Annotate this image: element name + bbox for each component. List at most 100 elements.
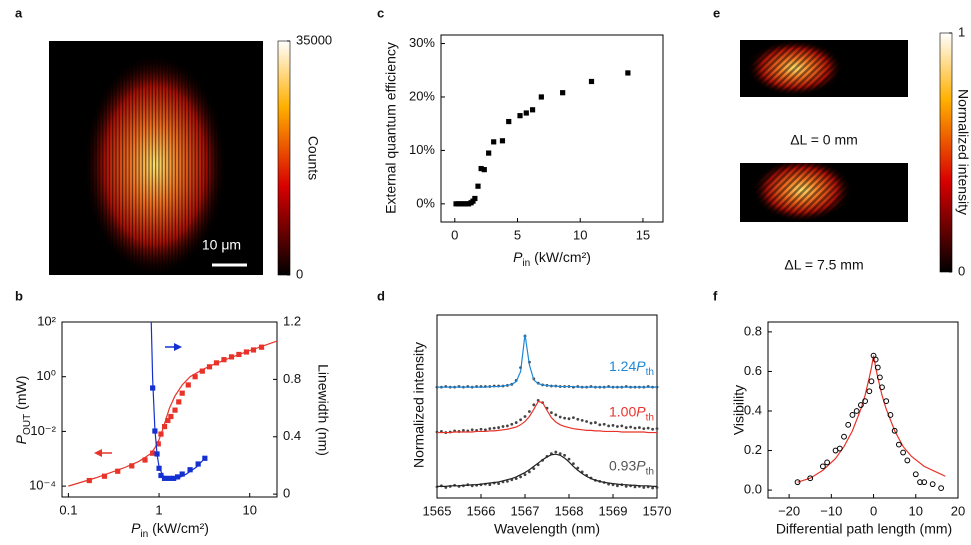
label-part: P bbox=[513, 249, 523, 265]
axis-label: Pin (kW/cm²) bbox=[513, 249, 591, 269]
image-fringe bbox=[740, 40, 770, 70]
plot-frame bbox=[61, 321, 278, 498]
data-point bbox=[538, 94, 544, 100]
panel-letter: d bbox=[377, 288, 385, 303]
image-fringe bbox=[869, 59, 908, 97]
image-fringe bbox=[848, 40, 908, 97]
data-point bbox=[168, 413, 174, 420]
direction-arrow-blue bbox=[165, 343, 182, 351]
data-point bbox=[523, 415, 527, 418]
fit-line bbox=[797, 355, 946, 483]
image-fringe bbox=[740, 40, 756, 56]
label-part: th bbox=[646, 367, 654, 378]
label-part: P bbox=[131, 520, 141, 536]
fit-line bbox=[437, 334, 657, 388]
data-point bbox=[891, 427, 898, 434]
series-label: 1.00Pth bbox=[609, 403, 654, 423]
plot-frame bbox=[767, 321, 959, 499]
data-point bbox=[642, 486, 646, 489]
data-point bbox=[172, 407, 178, 413]
image-caption: ΔL = 0 mm bbox=[790, 132, 858, 148]
data-point bbox=[580, 418, 584, 422]
image-fringe bbox=[771, 40, 833, 97]
image-fringe bbox=[890, 79, 908, 97]
image-fringe bbox=[757, 163, 819, 222]
data-point bbox=[506, 424, 509, 428]
data-point bbox=[879, 384, 885, 391]
data-point bbox=[514, 477, 518, 480]
x-tick-label: 5 bbox=[514, 227, 521, 242]
data-point bbox=[629, 425, 632, 429]
data-point bbox=[611, 423, 615, 427]
colorbar-tick-label: 0 bbox=[958, 263, 965, 278]
plot-frame bbox=[436, 314, 658, 499]
data-point bbox=[598, 423, 602, 427]
data-point bbox=[642, 427, 646, 431]
series-label: 1.24Pth bbox=[609, 358, 654, 378]
x-tick-label: 10 bbox=[909, 503, 923, 518]
data-point bbox=[868, 378, 875, 385]
label-part: P bbox=[636, 403, 646, 419]
panel-letter: e bbox=[713, 5, 720, 20]
data-point bbox=[651, 486, 654, 490]
label-part: P bbox=[636, 358, 646, 374]
data-point bbox=[904, 457, 911, 464]
y2-tick-label: 0.8 bbox=[283, 371, 301, 386]
y-tick-label: 0.6 bbox=[744, 363, 762, 378]
image-fringe bbox=[740, 163, 777, 201]
axis-label: Differential path length (mm) bbox=[776, 521, 952, 537]
data-point bbox=[560, 90, 566, 96]
image-fringe bbox=[883, 196, 908, 222]
data-point bbox=[857, 402, 864, 408]
data-point bbox=[86, 477, 92, 484]
data-point bbox=[836, 445, 843, 452]
label-part: th bbox=[646, 413, 654, 424]
data-point bbox=[158, 472, 164, 479]
image-fringe bbox=[848, 163, 908, 222]
data-point bbox=[174, 474, 181, 480]
label-part: in bbox=[140, 529, 148, 540]
image-blob bbox=[752, 163, 852, 222]
y-tick-label: 0% bbox=[416, 195, 435, 210]
image-fringe bbox=[757, 40, 819, 97]
image-fringe bbox=[834, 163, 896, 222]
label-part: (kW/cm²) bbox=[530, 249, 591, 265]
data-point bbox=[179, 390, 185, 396]
image-fringe bbox=[799, 163, 861, 222]
image-fringe bbox=[827, 40, 889, 97]
data-point bbox=[478, 165, 484, 172]
colorbar-tick-label: 0 bbox=[296, 266, 303, 281]
fit-line bbox=[68, 340, 278, 487]
image-fringe bbox=[806, 40, 868, 97]
data-point bbox=[250, 347, 257, 353]
data-point bbox=[633, 485, 637, 489]
data-point bbox=[529, 107, 536, 113]
data-point bbox=[554, 413, 558, 417]
image-fringe bbox=[813, 163, 875, 222]
data-point bbox=[862, 398, 869, 405]
x-tick-label: 10 bbox=[242, 502, 256, 517]
y-tick-label: 0.0 bbox=[744, 482, 762, 497]
image-fringe bbox=[785, 40, 847, 97]
image-fringe bbox=[813, 40, 875, 97]
data-point bbox=[499, 138, 506, 144]
data-point bbox=[166, 475, 172, 481]
image-fringe bbox=[792, 40, 854, 97]
data-point bbox=[519, 418, 522, 422]
data-point bbox=[550, 411, 553, 414]
image-fringe bbox=[740, 40, 777, 76]
image-fringe bbox=[883, 72, 908, 97]
axis-label: External quantum efficiency bbox=[383, 42, 399, 214]
image-fringe bbox=[827, 163, 889, 222]
data-point bbox=[594, 421, 597, 424]
data-point bbox=[624, 484, 628, 488]
y-tick-label: 0.4 bbox=[744, 402, 762, 417]
data-point bbox=[221, 357, 227, 363]
data-point bbox=[845, 421, 852, 428]
data-point bbox=[567, 457, 571, 461]
x-tick-label: 1568 bbox=[555, 503, 584, 518]
data-point bbox=[921, 479, 928, 486]
panel-letter: c bbox=[377, 5, 384, 20]
data-point bbox=[501, 425, 505, 428]
